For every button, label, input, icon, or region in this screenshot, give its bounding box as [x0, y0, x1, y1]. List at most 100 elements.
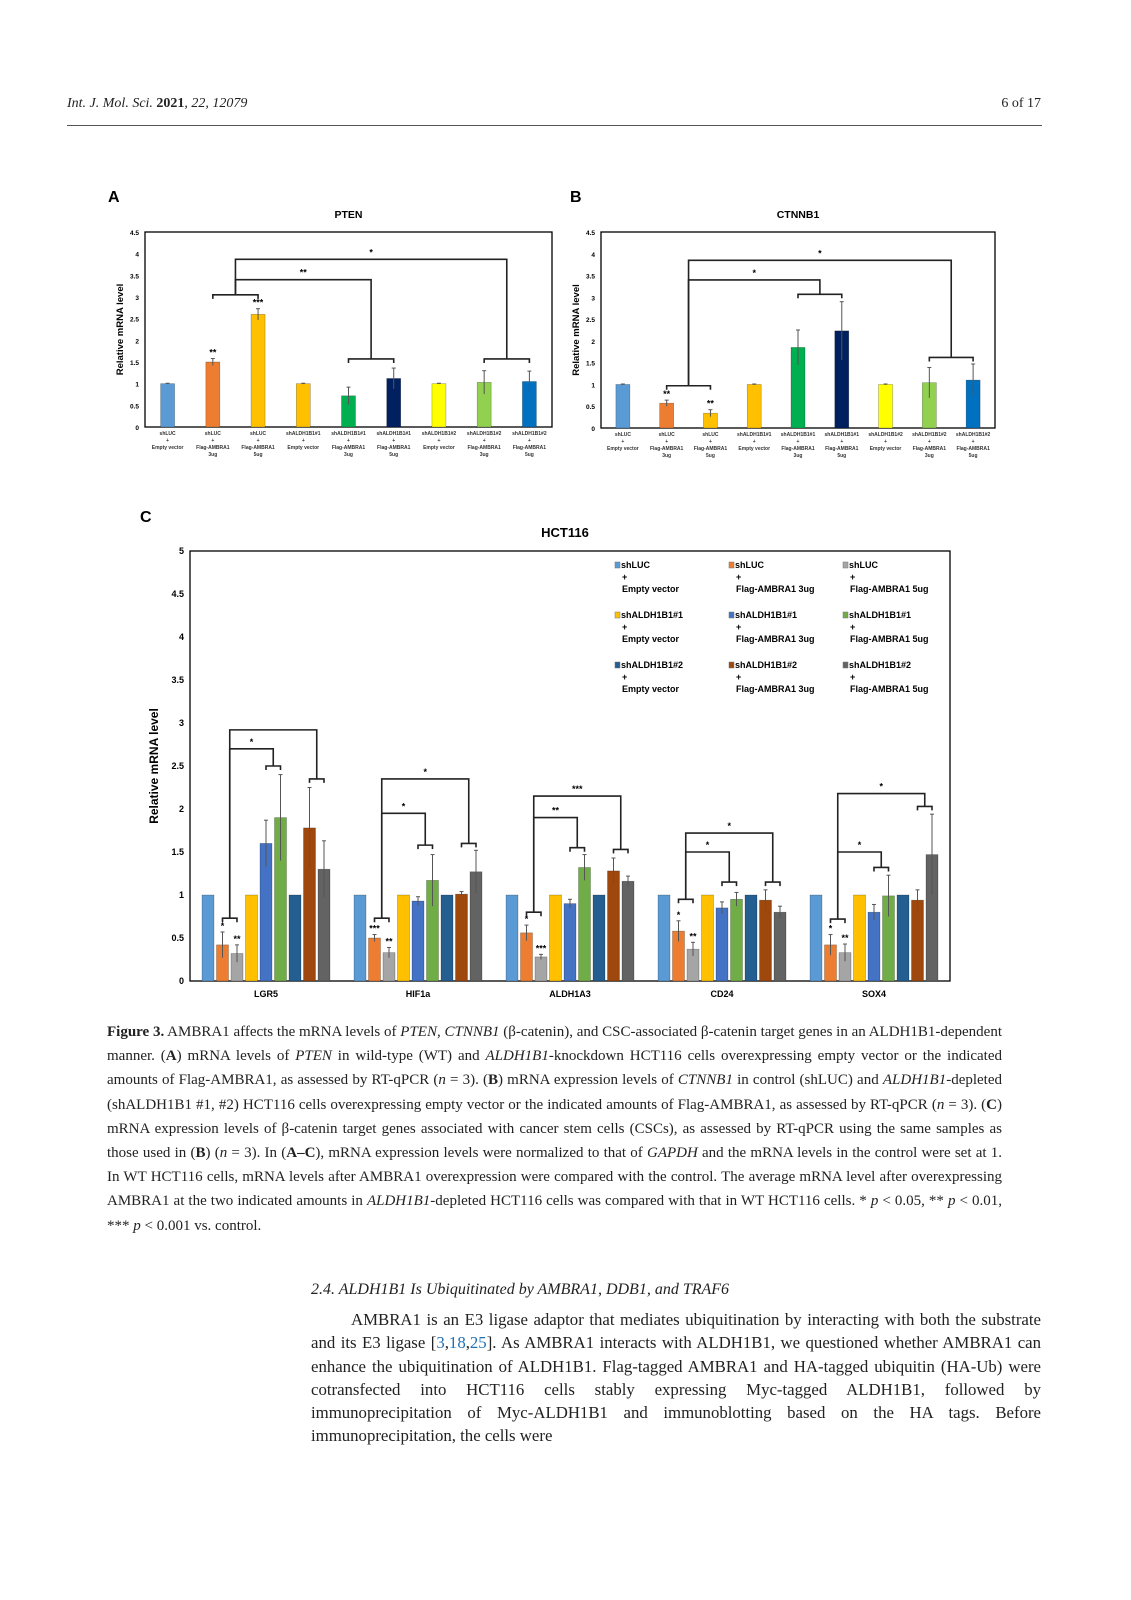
significance-mark: **	[233, 934, 241, 944]
bar	[397, 894, 410, 982]
x-tick-label: 3ug	[208, 452, 217, 458]
citation-link[interactable]: 18	[448, 1333, 466, 1353]
page-number: 6 of 17	[1001, 96, 1041, 111]
x-tick-label: 5ug	[837, 453, 846, 459]
legend-swatch	[614, 561, 621, 569]
bracket-significance: *	[706, 840, 710, 850]
bracket-cap	[916, 805, 933, 811]
y-tick-label: 0	[591, 426, 595, 433]
bar	[621, 880, 635, 982]
legend-swatch	[728, 661, 735, 669]
x-tick-label: shALDH1B1#1	[737, 432, 772, 438]
x-tick-label: shLUC	[702, 432, 719, 438]
y-tick-label: 5	[179, 546, 184, 556]
x-tick-label: +	[347, 438, 350, 444]
legend-swatch	[614, 611, 621, 619]
caption-text: A	[165, 1048, 177, 1065]
caption-text: n	[438, 1072, 446, 1089]
x-tick-label: shALDH1B1#2	[467, 431, 502, 437]
caption-text: B	[195, 1145, 206, 1162]
bar	[160, 383, 175, 428]
legend-swatch	[842, 561, 849, 569]
caption-text: ALDH1B1	[366, 1193, 431, 1210]
bracket-link	[228, 729, 318, 919]
bar	[730, 898, 743, 982]
bar	[534, 956, 548, 982]
citation-link[interactable]: 25	[469, 1333, 487, 1353]
caption-text: p	[133, 1217, 141, 1234]
legend-swatch	[614, 661, 621, 669]
y-tick-label: 3.5	[586, 274, 595, 281]
significance-mark: ***	[253, 298, 264, 308]
section-heading: 2.4. ALDH1B1 Is Ubiquitinated by AMBRA1,…	[311, 1281, 730, 1298]
bracket-cap	[569, 846, 586, 852]
bracket-cap	[308, 778, 325, 783]
caption-text: PTEN	[295, 1048, 332, 1065]
x-tick-label: Empty vector	[870, 446, 902, 452]
significance-mark: *	[525, 914, 529, 924]
x-tick-label: +	[972, 439, 975, 445]
caption-text: p	[870, 1193, 879, 1210]
x-tick-label: shLUC	[160, 431, 177, 437]
caption-text: B	[488, 1072, 499, 1089]
bar	[578, 867, 591, 982]
bar	[657, 894, 671, 982]
x-tick-label: Flag-AMBRA1	[781, 446, 815, 452]
bracket-cap	[525, 911, 542, 917]
bracket-cap	[764, 881, 781, 887]
significance-mark: **	[663, 389, 671, 399]
bracket-link	[532, 795, 622, 913]
x-tick-label: 3ug	[925, 453, 934, 459]
bar	[411, 900, 425, 982]
y-tick-label: 2.5	[586, 317, 595, 324]
x-category-label: SOX4	[862, 989, 886, 999]
x-tick-label: Empty vector	[607, 446, 639, 452]
legend-swatch	[842, 661, 849, 669]
x-tick-label: 5ug	[706, 453, 715, 459]
chart-title: HCT116	[541, 525, 589, 540]
bracket-cap	[265, 765, 282, 770]
bracket-significance: *	[752, 268, 756, 278]
figure-caption: Figure 3. AMBRA1 affects the mRNA levels…	[107, 1024, 1003, 1234]
y-tick-label: 3.5	[171, 675, 184, 685]
significance-mark: **	[689, 931, 697, 941]
legend-label: Flag-AMBRA1 5ug	[850, 684, 929, 694]
x-tick-label: shALDH1B1#1	[376, 431, 411, 437]
x-tick-label: Flag-AMBRA1	[650, 446, 684, 452]
caption-text: GAPDH	[646, 1145, 698, 1162]
x-tick-label: +	[437, 438, 440, 444]
panel-letter: A	[108, 189, 120, 206]
significance-mark: *	[221, 921, 225, 931]
bar	[368, 937, 381, 982]
legend-swatch	[728, 611, 735, 619]
bar	[615, 384, 631, 429]
y-tick-label: 2	[135, 338, 139, 345]
bracket-cap	[721, 881, 738, 887]
bar	[853, 894, 866, 982]
bracket-cap	[221, 917, 238, 923]
x-tick-label: 5ug	[969, 453, 978, 459]
x-tick-label: shALDH1B1#2	[512, 431, 547, 437]
figure-label: Figure 3.	[107, 1024, 165, 1040]
y-tick-label: 3	[135, 295, 139, 302]
y-tick-label: 3	[591, 295, 595, 302]
x-tick-label: Empty vector	[152, 445, 184, 451]
x-tick-label: +	[528, 438, 531, 444]
bracket-significance: *	[727, 821, 731, 831]
bracket-cap	[829, 918, 846, 924]
x-tick-label: Flag-AMBRA1	[913, 446, 947, 452]
x-tick-label: +	[166, 438, 169, 444]
citation-link[interactable]: 3	[436, 1333, 445, 1353]
bracket-cap	[373, 917, 390, 923]
legend-label: +	[622, 572, 627, 582]
legend-swatch	[842, 611, 849, 619]
x-tick-label: +	[392, 438, 395, 444]
bracket-cap	[460, 842, 477, 848]
x-tick-label: shALDH1B1#2	[956, 432, 991, 438]
legend-label: shALDH1B1#1	[735, 610, 797, 620]
x-tick-label: 5ug	[254, 452, 263, 458]
y-axis-label: Relative mRNA level	[147, 708, 161, 824]
bracket-significance: *	[858, 840, 862, 850]
y-tick-label: 3	[179, 718, 184, 728]
x-tick-label: +	[884, 439, 887, 445]
